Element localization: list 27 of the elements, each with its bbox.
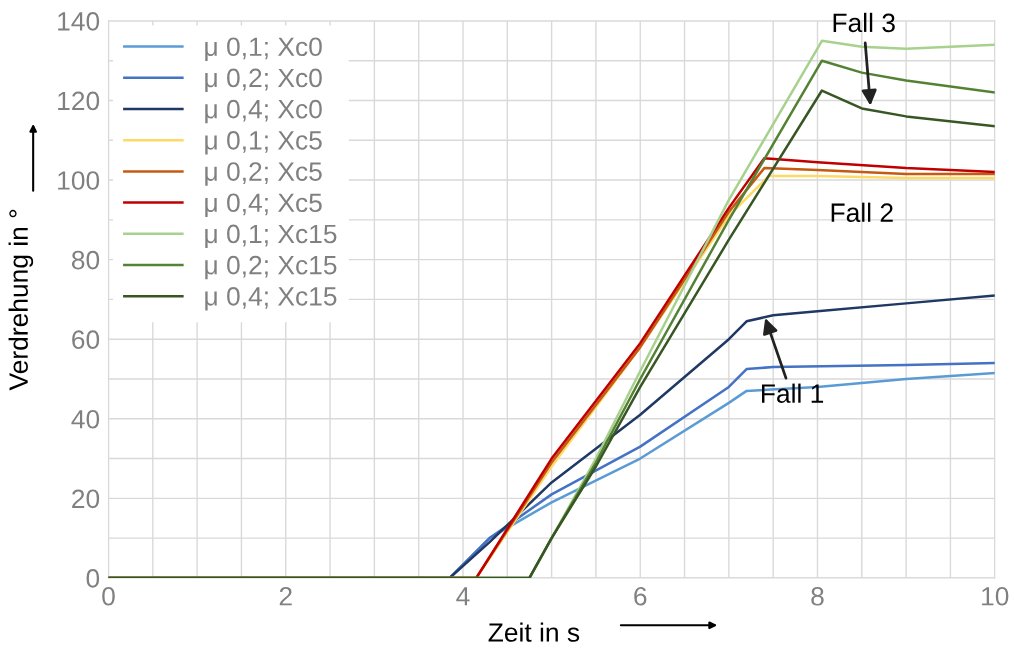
x-tick-label: 0 (102, 586, 115, 606)
annotation: Fall 2 (831, 202, 893, 223)
legend-label: μ 0,4; Xc15 (205, 287, 337, 311)
y-axis-title: Verdrehung in ° (8, 209, 34, 391)
y-tick-label: 20 (72, 489, 100, 509)
y-tick-label: 120 (58, 91, 100, 111)
x-tick-label: 2 (279, 586, 292, 606)
legend-label: μ 0,2; Xc15 (205, 255, 337, 280)
legend-label: μ 0,2; Xc5 (205, 162, 322, 186)
legend-label: μ 0,1; Xc5 (205, 131, 322, 155)
x-tick-label: 4 (456, 587, 470, 606)
x-axis-title: Zeit in s (488, 622, 580, 642)
y-tick-label: 80 (71, 250, 100, 270)
x-tick-label: 8 (811, 586, 824, 606)
y-tick-label: 40 (71, 409, 100, 429)
x-tick-label: 10 (982, 586, 1009, 606)
legend-label: μ 0,1; Xc15 (205, 224, 337, 249)
y-tick-label: 60 (72, 330, 100, 350)
x-tick-label: 6 (634, 586, 647, 606)
y-tick-label: 140 (58, 12, 100, 31)
legend-label: μ 0,4; Xc5 (205, 193, 322, 217)
y-tick-label: 100 (58, 171, 100, 190)
legend-label: μ 0,2; Xc0 (205, 68, 322, 93)
annotation: Fall 3 (833, 12, 895, 33)
legend-label: μ 0,4; Xc0 (205, 99, 322, 124)
y-tick-label: 0 (86, 569, 100, 588)
legend-label: μ 0,1; Xc0 (205, 37, 322, 61)
